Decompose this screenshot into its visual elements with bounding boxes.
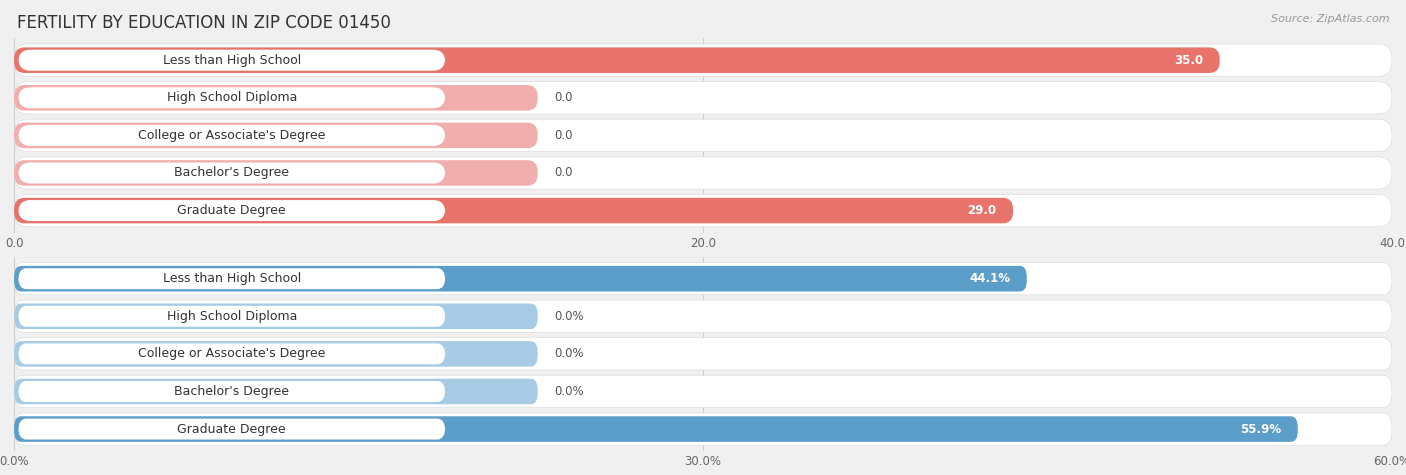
FancyBboxPatch shape: [18, 87, 446, 108]
FancyBboxPatch shape: [14, 266, 1026, 292]
Text: FERTILITY BY EDUCATION IN ZIP CODE 01450: FERTILITY BY EDUCATION IN ZIP CODE 01450: [17, 14, 391, 32]
Text: 44.1%: 44.1%: [969, 272, 1011, 285]
FancyBboxPatch shape: [18, 162, 446, 183]
FancyBboxPatch shape: [14, 160, 537, 186]
FancyBboxPatch shape: [18, 268, 446, 289]
Text: Less than High School: Less than High School: [163, 54, 301, 67]
Text: 0.0: 0.0: [554, 166, 572, 180]
Text: High School Diploma: High School Diploma: [166, 91, 297, 104]
Text: 35.0: 35.0: [1174, 54, 1204, 67]
FancyBboxPatch shape: [18, 306, 446, 327]
FancyBboxPatch shape: [14, 157, 1392, 189]
FancyBboxPatch shape: [14, 300, 1392, 332]
Text: Less than High School: Less than High School: [163, 272, 301, 285]
Text: Bachelor's Degree: Bachelor's Degree: [174, 166, 290, 180]
FancyBboxPatch shape: [14, 123, 537, 148]
Text: 0.0%: 0.0%: [554, 347, 583, 361]
FancyBboxPatch shape: [14, 413, 1392, 445]
FancyBboxPatch shape: [18, 418, 446, 439]
Text: High School Diploma: High School Diploma: [166, 310, 297, 323]
Text: College or Associate's Degree: College or Associate's Degree: [138, 347, 325, 361]
FancyBboxPatch shape: [14, 82, 1392, 114]
FancyBboxPatch shape: [14, 48, 1219, 73]
Text: 0.0: 0.0: [554, 129, 572, 142]
FancyBboxPatch shape: [14, 119, 1392, 152]
Text: 0.0%: 0.0%: [554, 385, 583, 398]
Text: 0.0%: 0.0%: [554, 310, 583, 323]
FancyBboxPatch shape: [14, 198, 1012, 223]
FancyBboxPatch shape: [18, 50, 446, 71]
FancyBboxPatch shape: [18, 200, 446, 221]
FancyBboxPatch shape: [14, 263, 1392, 295]
FancyBboxPatch shape: [14, 44, 1392, 76]
FancyBboxPatch shape: [18, 125, 446, 146]
FancyBboxPatch shape: [14, 304, 537, 329]
Text: Graduate Degree: Graduate Degree: [177, 423, 285, 436]
Text: 0.0: 0.0: [554, 91, 572, 104]
FancyBboxPatch shape: [14, 194, 1392, 227]
Text: Source: ZipAtlas.com: Source: ZipAtlas.com: [1271, 14, 1389, 24]
FancyBboxPatch shape: [18, 381, 446, 402]
FancyBboxPatch shape: [14, 416, 1298, 442]
Text: Graduate Degree: Graduate Degree: [177, 204, 285, 217]
FancyBboxPatch shape: [14, 341, 537, 367]
FancyBboxPatch shape: [18, 343, 446, 364]
FancyBboxPatch shape: [14, 375, 1392, 408]
FancyBboxPatch shape: [14, 85, 537, 111]
Text: 29.0: 29.0: [967, 204, 997, 217]
Text: Bachelor's Degree: Bachelor's Degree: [174, 385, 290, 398]
Text: 55.9%: 55.9%: [1240, 423, 1281, 436]
FancyBboxPatch shape: [14, 379, 537, 404]
Text: College or Associate's Degree: College or Associate's Degree: [138, 129, 325, 142]
FancyBboxPatch shape: [14, 338, 1392, 370]
